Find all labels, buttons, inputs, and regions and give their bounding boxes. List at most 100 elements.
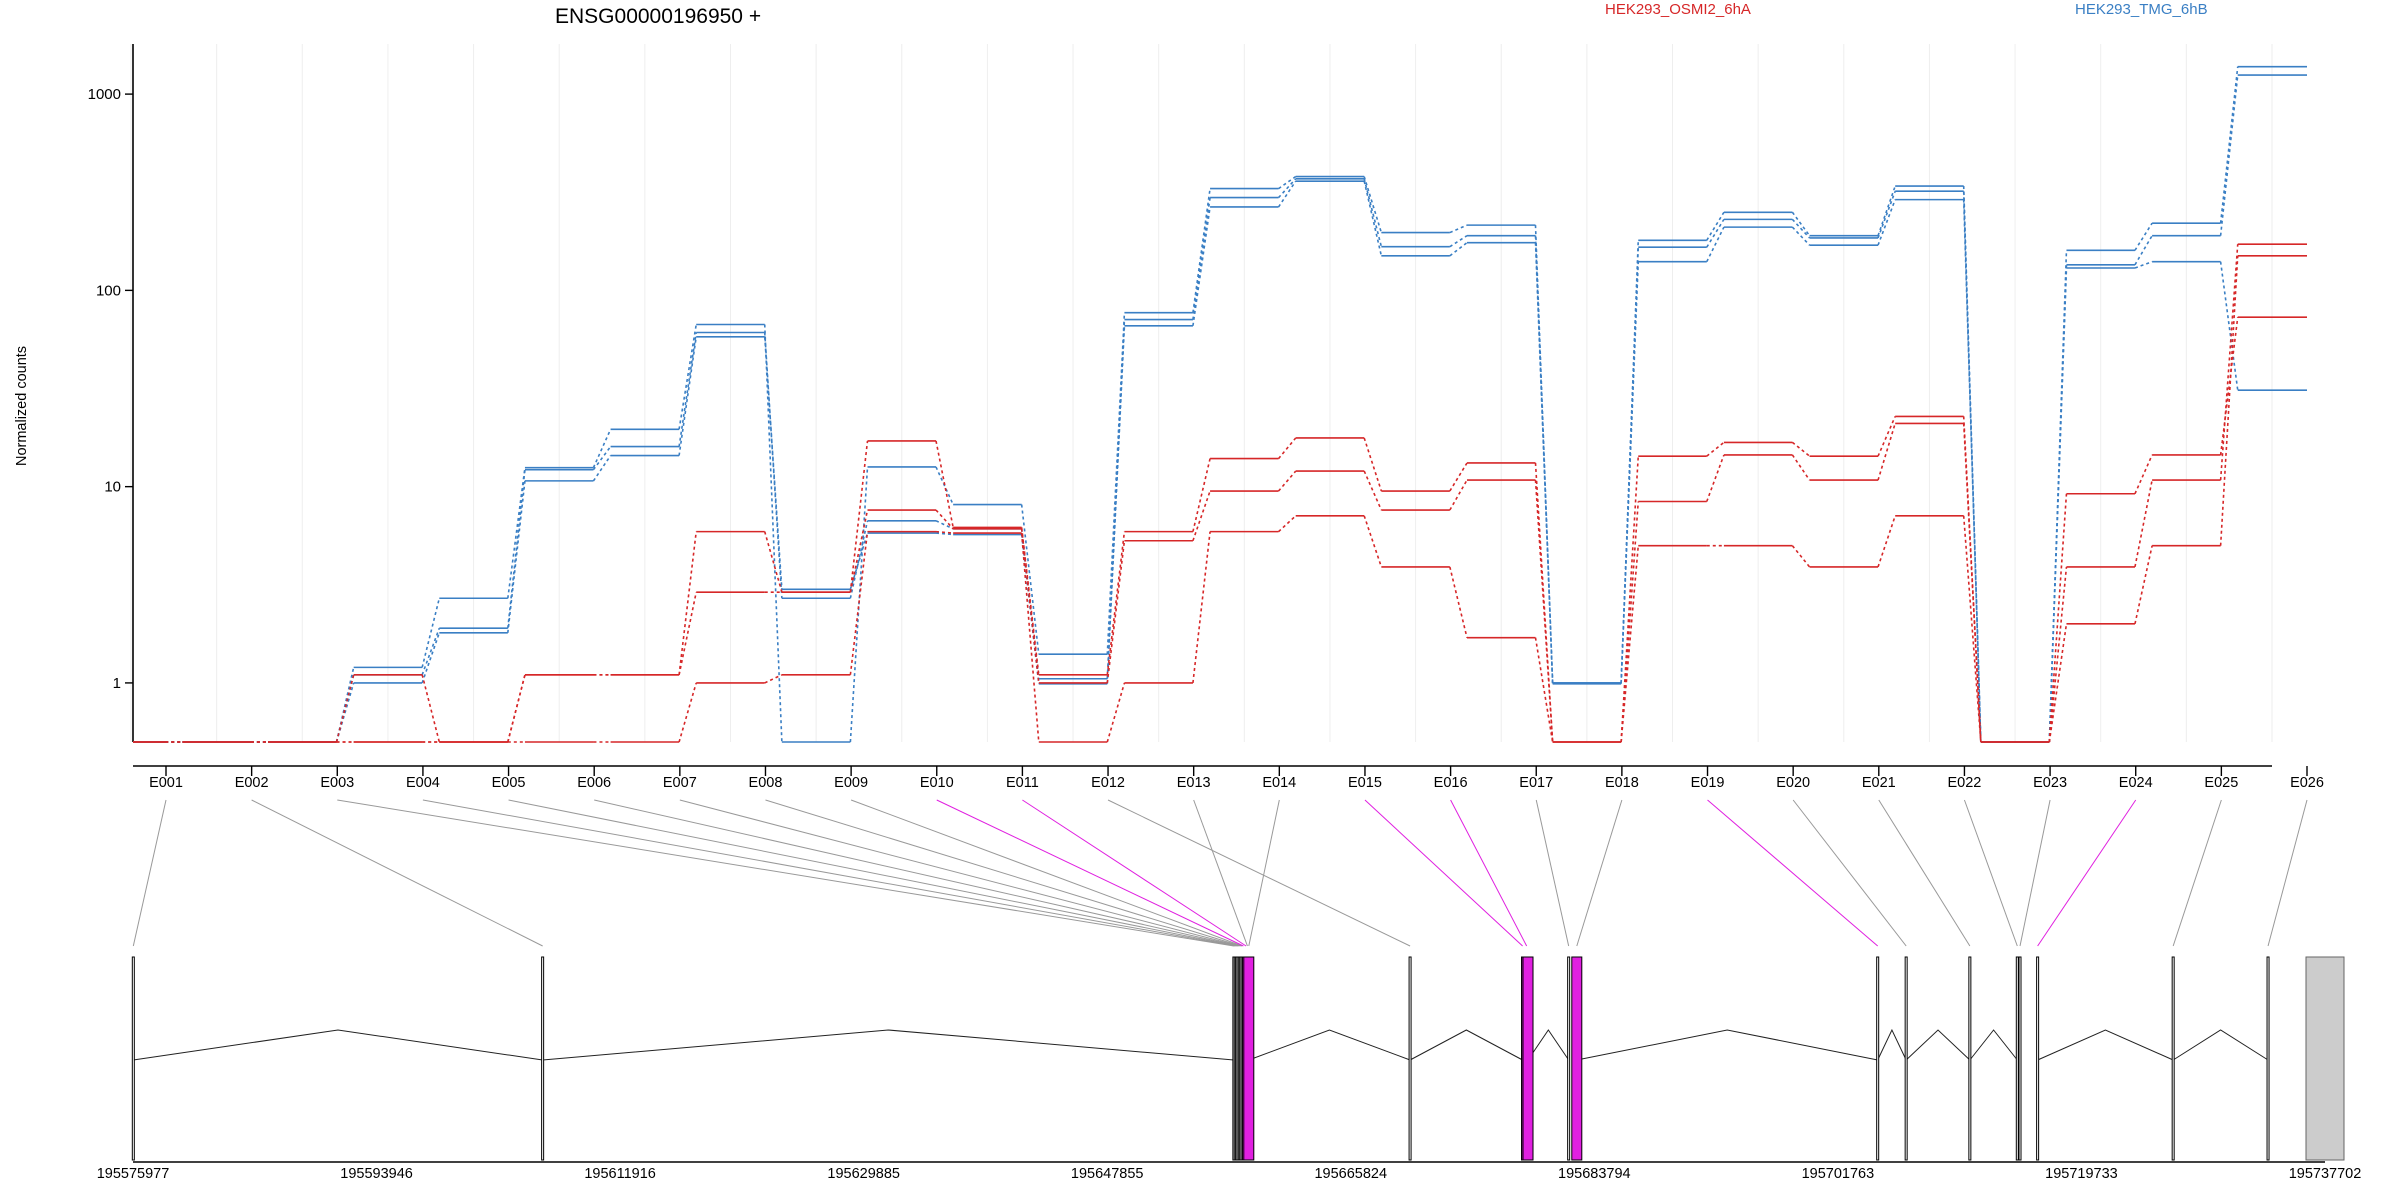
intron-line	[1576, 1029, 1878, 1061]
exon-box	[2171, 956, 2175, 1161]
series-transition	[935, 530, 954, 534]
x-tick-label-E019: E019	[1691, 775, 1725, 791]
series-transition	[507, 469, 526, 629]
x-tick-label-E017: E017	[1519, 775, 1553, 791]
exon-box	[1522, 956, 1534, 1161]
series-transition	[2048, 493, 2068, 743]
series-transition	[1449, 242, 1468, 257]
exon-box	[541, 956, 545, 1161]
series-transition	[678, 682, 697, 743]
connector-E005	[508, 799, 1237, 947]
y-tick-label: 1000	[88, 86, 121, 103]
series-transition	[507, 674, 526, 743]
connector-E020	[1792, 799, 1907, 947]
exon-box-last	[2305, 956, 2345, 1161]
series-transition	[849, 509, 869, 593]
series-transition	[1363, 176, 1383, 233]
series-transition	[1706, 226, 1725, 263]
connector-E004	[422, 799, 1236, 947]
connector-E016	[1450, 799, 1528, 947]
exon-box	[1571, 956, 1583, 1161]
series-transition	[2048, 566, 2068, 743]
x-tick-label-E022: E022	[1948, 775, 1982, 791]
series-transition	[2134, 222, 2153, 251]
legend-entry-osmi2[interactable]: HEK293_OSMI2_6hA	[1605, 1, 1751, 18]
series-transition	[1192, 458, 1211, 532]
intron-line	[542, 1029, 1234, 1061]
x-tick-label-E023: E023	[2033, 775, 2067, 791]
series-line	[133, 316, 2307, 743]
series-transition	[592, 455, 612, 482]
connector-E026	[2267, 799, 2308, 947]
genome-tick-label: 195611916	[584, 1166, 656, 1182]
series-transition	[1449, 566, 1468, 638]
x-tick-label-E020: E020	[1776, 775, 1810, 791]
genome-tick-label: 195593946	[340, 1166, 413, 1182]
series-transition	[1363, 181, 1383, 256]
series-transition	[1791, 226, 1811, 246]
connector-E015	[1364, 799, 1523, 947]
series-transition	[1192, 188, 1211, 313]
series-transition	[335, 674, 355, 743]
y-tick-label: 1	[113, 675, 121, 692]
x-tick-label-E014: E014	[1262, 775, 1296, 791]
series-transition	[1278, 515, 1297, 533]
series-transition	[592, 428, 612, 468]
exon-box	[1876, 956, 1880, 1161]
series-lines	[133, 65, 2307, 743]
connector-E018	[1576, 799, 1623, 947]
connector-E009	[850, 799, 1243, 947]
connector-E014	[1248, 799, 1280, 947]
series-transition	[678, 531, 698, 675]
connector-E010	[936, 799, 1244, 947]
series-transition	[2219, 261, 2239, 391]
series-transition	[1877, 416, 1896, 457]
series-transition	[2134, 260, 2153, 269]
connector-E008	[765, 799, 1241, 947]
series-transition	[1277, 470, 1297, 492]
series-transition	[421, 674, 441, 743]
series-transition	[1791, 545, 1811, 568]
series-line	[133, 255, 2307, 743]
series-transition	[935, 520, 954, 530]
legend-entry-tmg[interactable]: HEK293_TMG_6hB	[2075, 1, 2208, 18]
series-transition	[507, 674, 526, 743]
exon-box	[1968, 956, 1972, 1161]
series-transition	[1449, 462, 1468, 492]
grid-lines	[130, 44, 2273, 742]
series-transition	[1277, 180, 1297, 208]
connector-E012	[1107, 799, 1411, 947]
series-transition	[1877, 190, 1896, 239]
exon-connectors	[132, 799, 2308, 947]
genome-tick-label: 195647855	[1071, 1166, 1144, 1182]
series-transition	[421, 632, 441, 684]
x-tick-label-E015: E015	[1348, 775, 1382, 791]
series-transition	[1706, 211, 1725, 241]
series-transition	[421, 598, 441, 668]
series-transition	[763, 531, 783, 593]
series-transition	[1791, 218, 1811, 239]
connector-E011	[1022, 799, 1247, 947]
x-tick-label-E004: E004	[406, 775, 440, 791]
series-transition	[1620, 456, 1640, 743]
series-transition	[1791, 441, 1811, 457]
series-transition	[1620, 501, 1640, 743]
series-transition	[2134, 545, 2153, 625]
series-transition	[2134, 479, 2153, 568]
y-tick-label: 10	[104, 479, 121, 496]
connector-E019	[1707, 799, 1879, 947]
series-transition	[1791, 211, 1811, 237]
axes	[132, 44, 2272, 767]
series-transition	[1877, 199, 1896, 246]
series-transition	[1791, 454, 1811, 481]
series-transition	[2134, 235, 2153, 266]
series-transition	[1192, 490, 1211, 542]
series-transition	[2219, 317, 2239, 456]
series-transition	[1020, 528, 1040, 684]
series-transition	[1534, 637, 1554, 743]
connector-E022	[1963, 799, 2018, 947]
exon-box	[2015, 956, 2019, 1161]
series-transition	[1706, 441, 1725, 457]
x-tick-label-E016: E016	[1434, 775, 1468, 791]
series-transition	[1106, 319, 1126, 679]
